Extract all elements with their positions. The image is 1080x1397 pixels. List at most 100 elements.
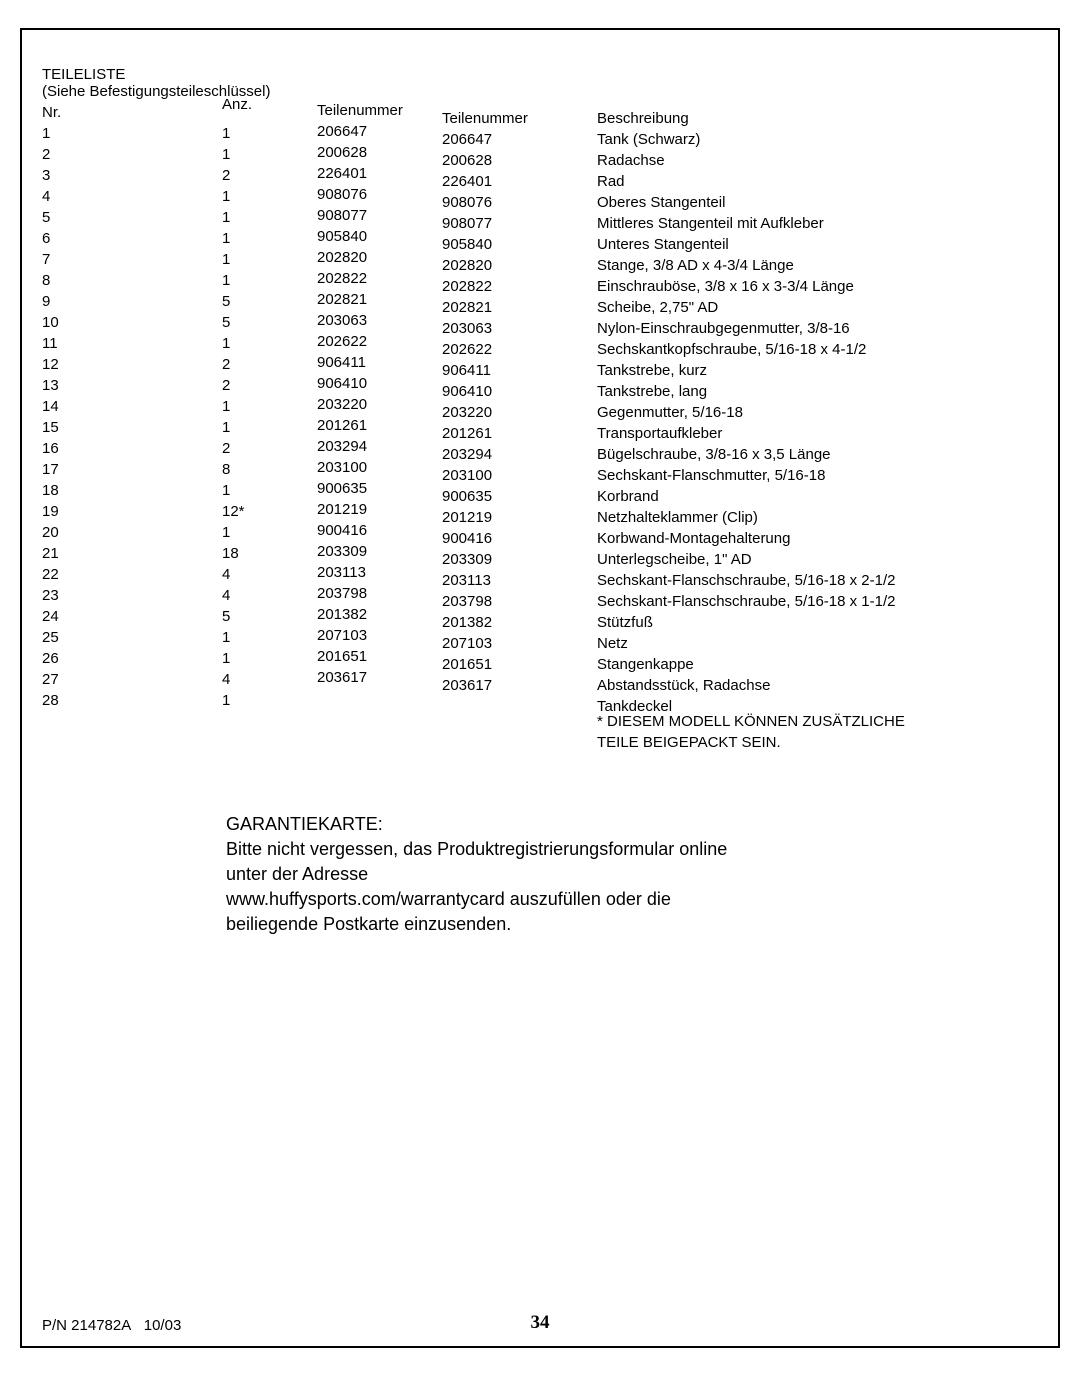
cell-nr: 10 <box>42 312 222 333</box>
cell-nr: 19 <box>42 501 222 522</box>
cell-anz: 1 <box>222 417 317 438</box>
cell-anz: 1 <box>222 627 317 648</box>
cell-nr: 20 <box>42 522 222 543</box>
cell-pn2: 201219 <box>442 507 597 528</box>
cell-nr: 6 <box>42 228 222 249</box>
cell-pn1: 905840 <box>317 226 442 247</box>
cell-pn1: 201219 <box>317 499 442 520</box>
cell-desc: Sechskant-Flanschschraube, 5/16-18 x 1-1… <box>597 591 1038 612</box>
cell-anz: 5 <box>222 291 317 312</box>
cell-desc: Sechskant-Flanschmutter, 5/16-18 <box>597 465 1038 486</box>
cell-pn1: 202821 <box>317 289 442 310</box>
col-nr-header: Nr. <box>42 102 222 123</box>
warranty-line-2: unter der Adresse <box>226 862 866 887</box>
cell-pn1: 203113 <box>317 562 442 583</box>
cell-desc: Oberes Stangenteil <box>597 192 1038 213</box>
cell-pn1: 201382 <box>317 604 442 625</box>
cell-nr: 17 <box>42 459 222 480</box>
warranty-line-1: Bitte nicht vergessen, das Produktregist… <box>226 837 866 862</box>
cell-nr: 1 <box>42 123 222 144</box>
warranty-line-4: beiliegende Postkarte einzusenden. <box>226 912 866 937</box>
cell-anz: 1 <box>222 648 317 669</box>
col-nr: Nr. 123456789101112131415161718192021222… <box>42 102 222 753</box>
cell-anz: 1 <box>222 228 317 249</box>
cell-nr: 2 <box>42 144 222 165</box>
page: TEILELISTE (Siehe Befestigungsteileschlü… <box>0 0 1080 1397</box>
cell-desc: Tankstrebe, kurz <box>597 360 1038 381</box>
cell-nr: 24 <box>42 606 222 627</box>
cell-desc: Netz <box>597 633 1038 654</box>
cell-pn1: 201261 <box>317 415 442 436</box>
cell-desc: Nylon-Einschraubgegenmutter, 3/8-16 <box>597 318 1038 339</box>
cell-pn2: 203063 <box>442 318 597 339</box>
cell-desc: Unterlegscheibe, 1" AD <box>597 549 1038 570</box>
cell-desc: Scheibe, 2,75" AD <box>597 297 1038 318</box>
cell-desc: Tankdeckel <box>597 696 1038 717</box>
parts-list-subtitle: (Siehe Befestigungsteileschlüssel) <box>42 83 1038 100</box>
cell-pn2: 203100 <box>442 465 597 486</box>
content-frame: TEILELISTE (Siehe Befestigungsteileschlü… <box>20 28 1060 1348</box>
cell-pn1: 906411 <box>317 352 442 373</box>
cell-pn1: 908076 <box>317 184 442 205</box>
cell-pn2: 906410 <box>442 381 597 402</box>
cell-desc: Tank (Schwarz) <box>597 129 1038 150</box>
cell-nr: 21 <box>42 543 222 564</box>
cell-nr: 13 <box>42 375 222 396</box>
cell-pn1: 906410 <box>317 373 442 394</box>
cell-desc: Tankstrebe, lang <box>597 381 1038 402</box>
cell-nr: 28 <box>42 690 222 711</box>
cell-pn1: 203220 <box>317 394 442 415</box>
cell-desc: Bügelschraube, 3/8-16 x 3,5 Länge <box>597 444 1038 465</box>
cell-pn1: 203617 <box>317 667 442 688</box>
parts-table: Nr. 123456789101112131415161718192021222… <box>42 102 1038 753</box>
cell-pn2: 900416 <box>442 528 597 549</box>
cell-desc: Einschrauböse, 3/8 x 16 x 3-3/4 Länge <box>597 276 1038 297</box>
cell-anz: 1 <box>222 333 317 354</box>
col-pn2-header: Teilenummer <box>442 108 597 129</box>
cell-anz: 5 <box>222 606 317 627</box>
cell-pn2: 203113 <box>442 570 597 591</box>
col-desc: Beschreibung Tank (Schwarz)RadachseRadOb… <box>597 102 1038 753</box>
cell-pn1: 202622 <box>317 331 442 352</box>
cell-pn2: 203798 <box>442 591 597 612</box>
cell-anz: 1 <box>222 249 317 270</box>
cell-nr: 18 <box>42 480 222 501</box>
cell-nr: 16 <box>42 438 222 459</box>
cell-nr: 22 <box>42 564 222 585</box>
col-anz: Anz. 11211111551221128112*1184451141 <box>222 102 317 753</box>
cell-pn2: 206647 <box>442 129 597 150</box>
cell-nr: 15 <box>42 417 222 438</box>
col-pn2: Teilenummer 2066472006282264019080769080… <box>442 102 597 753</box>
cell-anz: 1 <box>222 480 317 501</box>
cell-desc: Stangenkappe <box>597 654 1038 675</box>
cell-nr: 27 <box>42 669 222 690</box>
cell-anz: 1 <box>222 144 317 165</box>
cell-pn1: 203798 <box>317 583 442 604</box>
cell-nr: 25 <box>42 627 222 648</box>
warranty-card-block: GARANTIEKARTE: Bitte nicht vergessen, da… <box>226 812 866 937</box>
cell-anz: 1 <box>222 522 317 543</box>
cell-nr: 11 <box>42 333 222 354</box>
cell-pn2: 202622 <box>442 339 597 360</box>
page-footer: P/N 214782A 10/03 34 <box>42 1312 1038 1334</box>
cell-pn1: 908077 <box>317 205 442 226</box>
cell-pn2: 905840 <box>442 234 597 255</box>
cell-anz: 2 <box>222 165 317 186</box>
cell-anz: 4 <box>222 564 317 585</box>
cell-desc: Stützfuß <box>597 612 1038 633</box>
cell-desc: Sechskant-Flanschschraube, 5/16-18 x 2-1… <box>597 570 1038 591</box>
cell-pn2: 202821 <box>442 297 597 318</box>
cell-pn2: 908076 <box>442 192 597 213</box>
cell-pn1 <box>317 688 442 709</box>
cell-pn1: 207103 <box>317 625 442 646</box>
col-desc-header: Beschreibung <box>597 108 1038 129</box>
cell-nr: 9 <box>42 291 222 312</box>
cell-desc: Korbrand <box>597 486 1038 507</box>
cell-anz: 1 <box>222 123 317 144</box>
cell-pn2: 226401 <box>442 171 597 192</box>
cell-pn2: 207103 <box>442 633 597 654</box>
cell-nr: 14 <box>42 396 222 417</box>
cell-anz: 4 <box>222 585 317 606</box>
cell-pn1: 202820 <box>317 247 442 268</box>
cell-anz: 1 <box>222 186 317 207</box>
